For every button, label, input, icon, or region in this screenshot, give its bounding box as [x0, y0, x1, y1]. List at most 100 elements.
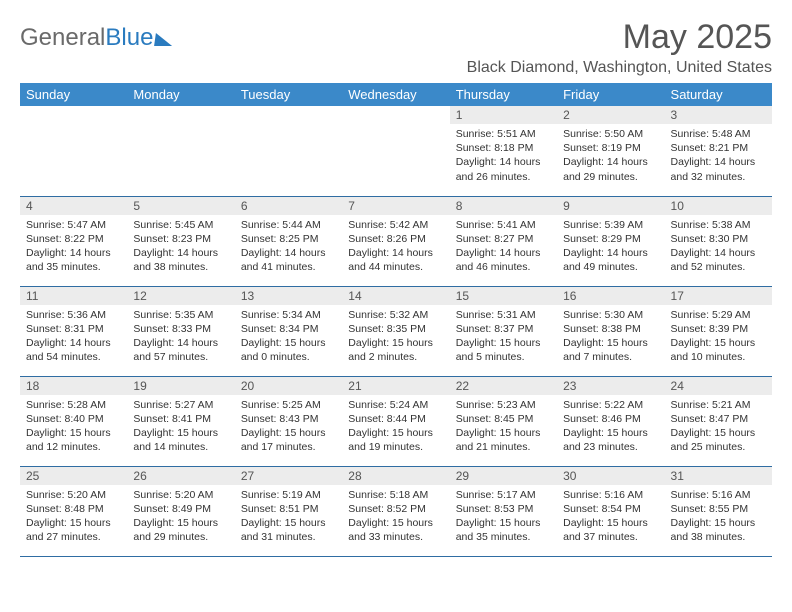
day-number: 14 — [342, 287, 449, 305]
daylight-line: Daylight: 14 hours and 38 minutes. — [133, 246, 228, 274]
daylight-line: Daylight: 15 hours and 31 minutes. — [241, 516, 336, 544]
daylight-line: Daylight: 15 hours and 37 minutes. — [563, 516, 658, 544]
day-number: 27 — [235, 467, 342, 485]
calendar-cell: 10Sunrise: 5:38 AMSunset: 8:30 PMDayligh… — [665, 196, 772, 286]
day-number: 22 — [450, 377, 557, 395]
day-number: 18 — [20, 377, 127, 395]
sunrise-line: Sunrise: 5:51 AM — [456, 127, 551, 141]
calendar-cell: 1Sunrise: 5:51 AMSunset: 8:18 PMDaylight… — [450, 106, 557, 196]
day-details: Sunrise: 5:48 AMSunset: 8:21 PMDaylight:… — [665, 124, 772, 190]
calendar-cell: 9Sunrise: 5:39 AMSunset: 8:29 PMDaylight… — [557, 196, 664, 286]
day-details: Sunrise: 5:25 AMSunset: 8:43 PMDaylight:… — [235, 395, 342, 461]
day-details: Sunrise: 5:51 AMSunset: 8:18 PMDaylight:… — [450, 124, 557, 190]
day-number: 21 — [342, 377, 449, 395]
calendar-cell: 3Sunrise: 5:48 AMSunset: 8:21 PMDaylight… — [665, 106, 772, 196]
day-number: 11 — [20, 287, 127, 305]
daylight-line: Daylight: 15 hours and 38 minutes. — [671, 516, 766, 544]
logo: GeneralBlue — [20, 18, 173, 52]
day-header: Saturday — [665, 83, 772, 106]
calendar-cell: 4Sunrise: 5:47 AMSunset: 8:22 PMDaylight… — [20, 196, 127, 286]
calendar-cell — [342, 106, 449, 196]
day-details: Sunrise: 5:28 AMSunset: 8:40 PMDaylight:… — [20, 395, 127, 461]
sunrise-line: Sunrise: 5:20 AM — [26, 488, 121, 502]
calendar-cell — [20, 106, 127, 196]
calendar-cell: 11Sunrise: 5:36 AMSunset: 8:31 PMDayligh… — [20, 286, 127, 376]
day-details: Sunrise: 5:16 AMSunset: 8:54 PMDaylight:… — [557, 485, 664, 551]
sunrise-line: Sunrise: 5:22 AM — [563, 398, 658, 412]
calendar-cell: 13Sunrise: 5:34 AMSunset: 8:34 PMDayligh… — [235, 286, 342, 376]
day-details: Sunrise: 5:42 AMSunset: 8:26 PMDaylight:… — [342, 215, 449, 281]
sunrise-line: Sunrise: 5:16 AM — [671, 488, 766, 502]
day-number: 13 — [235, 287, 342, 305]
sunset-line: Sunset: 8:35 PM — [348, 322, 443, 336]
sunrise-line: Sunrise: 5:36 AM — [26, 308, 121, 322]
sunset-line: Sunset: 8:55 PM — [671, 502, 766, 516]
calendar-cell: 22Sunrise: 5:23 AMSunset: 8:45 PMDayligh… — [450, 376, 557, 466]
day-details: Sunrise: 5:47 AMSunset: 8:22 PMDaylight:… — [20, 215, 127, 281]
sunrise-line: Sunrise: 5:21 AM — [671, 398, 766, 412]
sunset-line: Sunset: 8:40 PM — [26, 412, 121, 426]
day-details: Sunrise: 5:36 AMSunset: 8:31 PMDaylight:… — [20, 305, 127, 371]
daylight-line: Daylight: 14 hours and 54 minutes. — [26, 336, 121, 364]
calendar-week: 25Sunrise: 5:20 AMSunset: 8:48 PMDayligh… — [20, 466, 772, 556]
daylight-line: Daylight: 14 hours and 41 minutes. — [241, 246, 336, 274]
calendar-cell: 29Sunrise: 5:17 AMSunset: 8:53 PMDayligh… — [450, 466, 557, 556]
day-details: Sunrise: 5:50 AMSunset: 8:19 PMDaylight:… — [557, 124, 664, 190]
sunset-line: Sunset: 8:51 PM — [241, 502, 336, 516]
daylight-line: Daylight: 15 hours and 17 minutes. — [241, 426, 336, 454]
daylight-line: Daylight: 14 hours and 44 minutes. — [348, 246, 443, 274]
day-number: 9 — [557, 197, 664, 215]
calendar-cell: 24Sunrise: 5:21 AMSunset: 8:47 PMDayligh… — [665, 376, 772, 466]
day-details: Sunrise: 5:17 AMSunset: 8:53 PMDaylight:… — [450, 485, 557, 551]
sunrise-line: Sunrise: 5:27 AM — [133, 398, 228, 412]
sunrise-line: Sunrise: 5:39 AM — [563, 218, 658, 232]
day-number: 8 — [450, 197, 557, 215]
sunset-line: Sunset: 8:46 PM — [563, 412, 658, 426]
day-details: Sunrise: 5:29 AMSunset: 8:39 PMDaylight:… — [665, 305, 772, 371]
day-number: 29 — [450, 467, 557, 485]
calendar-table: SundayMondayTuesdayWednesdayThursdayFrid… — [20, 83, 772, 557]
sunset-line: Sunset: 8:43 PM — [241, 412, 336, 426]
calendar-cell: 5Sunrise: 5:45 AMSunset: 8:23 PMDaylight… — [127, 196, 234, 286]
day-number: 23 — [557, 377, 664, 395]
daylight-line: Daylight: 15 hours and 29 minutes. — [133, 516, 228, 544]
sunset-line: Sunset: 8:30 PM — [671, 232, 766, 246]
sunset-line: Sunset: 8:54 PM — [563, 502, 658, 516]
sunrise-line: Sunrise: 5:28 AM — [26, 398, 121, 412]
sunset-line: Sunset: 8:22 PM — [26, 232, 121, 246]
logo-triangle-icon — [155, 33, 175, 46]
day-details: Sunrise: 5:35 AMSunset: 8:33 PMDaylight:… — [127, 305, 234, 371]
daylight-line: Daylight: 15 hours and 5 minutes. — [456, 336, 551, 364]
calendar-cell: 17Sunrise: 5:29 AMSunset: 8:39 PMDayligh… — [665, 286, 772, 376]
day-header: Sunday — [20, 83, 127, 106]
daylight-line: Daylight: 15 hours and 33 minutes. — [348, 516, 443, 544]
day-details: Sunrise: 5:20 AMSunset: 8:49 PMDaylight:… — [127, 485, 234, 551]
calendar-cell: 30Sunrise: 5:16 AMSunset: 8:54 PMDayligh… — [557, 466, 664, 556]
day-number: 19 — [127, 377, 234, 395]
sunset-line: Sunset: 8:45 PM — [456, 412, 551, 426]
day-details: Sunrise: 5:20 AMSunset: 8:48 PMDaylight:… — [20, 485, 127, 551]
daylight-line: Daylight: 14 hours and 49 minutes. — [563, 246, 658, 274]
daylight-line: Daylight: 15 hours and 10 minutes. — [671, 336, 766, 364]
sunrise-line: Sunrise: 5:38 AM — [671, 218, 766, 232]
sunset-line: Sunset: 8:38 PM — [563, 322, 658, 336]
day-header: Monday — [127, 83, 234, 106]
sunrise-line: Sunrise: 5:31 AM — [456, 308, 551, 322]
sunrise-line: Sunrise: 5:35 AM — [133, 308, 228, 322]
sunset-line: Sunset: 8:33 PM — [133, 322, 228, 336]
day-details: Sunrise: 5:31 AMSunset: 8:37 PMDaylight:… — [450, 305, 557, 371]
sunset-line: Sunset: 8:37 PM — [456, 322, 551, 336]
sunset-line: Sunset: 8:27 PM — [456, 232, 551, 246]
day-details: Sunrise: 5:44 AMSunset: 8:25 PMDaylight:… — [235, 215, 342, 281]
sunset-line: Sunset: 8:47 PM — [671, 412, 766, 426]
calendar-cell: 18Sunrise: 5:28 AMSunset: 8:40 PMDayligh… — [20, 376, 127, 466]
day-details: Sunrise: 5:45 AMSunset: 8:23 PMDaylight:… — [127, 215, 234, 281]
calendar-cell: 20Sunrise: 5:25 AMSunset: 8:43 PMDayligh… — [235, 376, 342, 466]
sunrise-line: Sunrise: 5:41 AM — [456, 218, 551, 232]
sunrise-line: Sunrise: 5:29 AM — [671, 308, 766, 322]
calendar-week: 11Sunrise: 5:36 AMSunset: 8:31 PMDayligh… — [20, 286, 772, 376]
day-header: Friday — [557, 83, 664, 106]
daylight-line: Daylight: 15 hours and 2 minutes. — [348, 336, 443, 364]
day-number: 15 — [450, 287, 557, 305]
day-details: Sunrise: 5:30 AMSunset: 8:38 PMDaylight:… — [557, 305, 664, 371]
